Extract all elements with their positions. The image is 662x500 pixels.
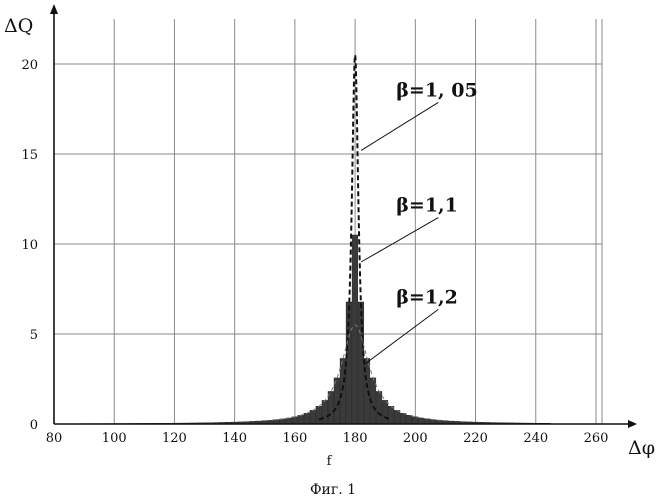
histogram-bars <box>81 235 550 424</box>
figure-caption: Фиг. 1 <box>310 482 356 498</box>
x-tick-label: 260 <box>584 431 609 446</box>
annotation-leader <box>364 309 438 364</box>
tick-labels: 80 100 120 140 160 180 200 220 240 260 0 5 10 15 20 <box>21 58 608 446</box>
y-tick-label: 15 <box>21 148 38 163</box>
grid <box>54 19 602 424</box>
x-tick-label: 220 <box>463 431 488 446</box>
x-axis-arrow <box>628 420 637 428</box>
x-tick-label: 80 <box>46 431 63 446</box>
histogram-bar <box>304 413 310 424</box>
annotation-label: β=1,2 <box>396 286 458 308</box>
histogram-bar <box>406 415 412 424</box>
center-label: f <box>327 454 333 469</box>
histogram-bar <box>418 418 424 424</box>
histogram-bar <box>322 400 328 424</box>
annotation-label: β=1,1 <box>396 195 458 217</box>
histogram-bar <box>328 391 334 424</box>
histogram-bar <box>394 410 400 424</box>
x-tick-label: 180 <box>343 431 368 446</box>
x-tick-label: 120 <box>162 431 187 446</box>
histogram-bar <box>412 417 418 424</box>
histogram-bar <box>382 400 388 424</box>
y-axis-label: ΔQ <box>4 15 33 37</box>
histogram-bar <box>400 413 406 424</box>
x-tick-label: 140 <box>222 431 247 446</box>
x-tick-label: 240 <box>523 431 548 446</box>
annotations: β=1, 05 β=1,1 β=1,2 <box>361 79 478 364</box>
histogram-bar <box>352 235 358 424</box>
annotation-leader <box>361 102 438 150</box>
annotation-leader <box>361 218 438 262</box>
histogram-bar <box>340 358 346 424</box>
y-tick-label: 20 <box>21 58 38 73</box>
x-tick-label: 200 <box>403 431 428 446</box>
y-tick-label: 0 <box>30 418 38 433</box>
y-tick-label: 10 <box>21 238 38 253</box>
y-axis-arrow <box>50 4 58 14</box>
histogram-bar <box>298 415 304 424</box>
x-tick-label: 100 <box>102 431 127 446</box>
histogram-bar <box>388 406 394 424</box>
y-tick-label: 5 <box>30 328 38 343</box>
histogram-bar <box>316 406 322 424</box>
histogram-bar <box>376 391 382 424</box>
annotation-label: β=1, 05 <box>396 79 477 101</box>
histogram-bar <box>286 418 292 424</box>
x-axis-label: Δφ <box>628 437 655 459</box>
histogram-bar <box>292 417 298 424</box>
histogram-bar <box>310 410 316 424</box>
x-tick-label: 160 <box>282 431 307 446</box>
